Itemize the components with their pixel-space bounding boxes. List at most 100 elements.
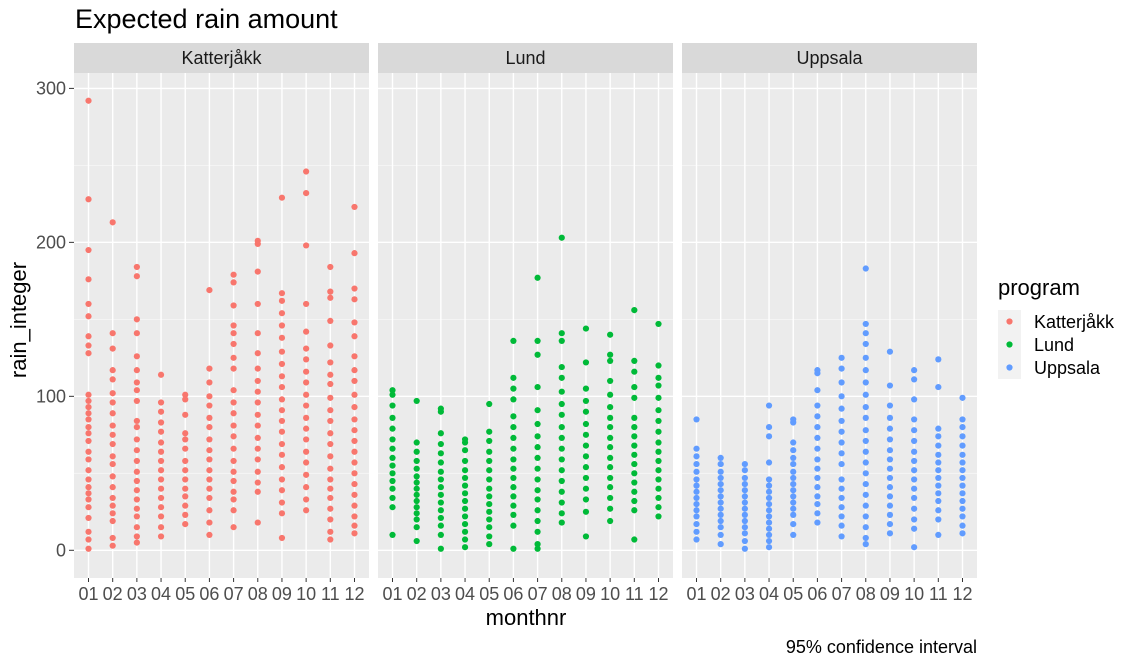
data-point: [717, 454, 724, 462]
data-point: [510, 474, 517, 482]
data-point: [85, 333, 92, 340]
data-point: [631, 488, 638, 495]
data-point: [109, 431, 116, 438]
data-point: [582, 485, 590, 492]
data-point: [157, 485, 165, 492]
data-point: [109, 410, 116, 417]
data-point: [886, 436, 894, 443]
data-point: [182, 511, 189, 518]
data-point: [655, 467, 662, 474]
data-point: [631, 497, 638, 505]
data-point: [278, 322, 286, 329]
y-tick-label: 300: [36, 78, 66, 98]
data-point: [254, 488, 261, 495]
data-point: [230, 340, 237, 348]
data-point: [109, 440, 116, 448]
data-point: [182, 430, 189, 437]
data-point: [693, 536, 700, 543]
data-point: [886, 447, 894, 454]
data-point: [278, 348, 286, 355]
data-point: [351, 404, 358, 411]
data-point: [254, 519, 261, 526]
data-point: [935, 425, 942, 432]
data-point: [717, 505, 724, 512]
data-point: [607, 391, 614, 398]
panel-background: [74, 73, 369, 578]
x-tick-label: 09: [576, 584, 596, 604]
data-point: [389, 531, 396, 538]
data-point: [351, 333, 358, 340]
data-point: [631, 394, 638, 401]
data-point: [862, 340, 869, 348]
data-point: [85, 300, 92, 308]
data-point: [814, 413, 821, 420]
data-point: [935, 451, 942, 458]
data-point: [254, 268, 261, 275]
data-point: [911, 516, 918, 523]
data-point: [437, 514, 444, 522]
data-point: [911, 505, 918, 512]
data-point: [693, 494, 700, 502]
data-point: [461, 474, 469, 482]
data-point: [862, 379, 869, 386]
data-point: [461, 505, 469, 512]
data-point: [133, 513, 140, 520]
data-point: [959, 451, 966, 458]
data-point: [327, 417, 334, 425]
data-point: [534, 507, 541, 514]
data-point: [133, 417, 140, 425]
x-tick-label: 03: [735, 584, 755, 604]
data-point: [327, 440, 334, 448]
data-point: [437, 430, 444, 437]
data-point: [351, 437, 358, 445]
data-point: [461, 467, 469, 474]
data-point: [327, 465, 334, 472]
data-point: [631, 460, 638, 468]
data-point: [413, 491, 420, 498]
data-point: [717, 541, 724, 548]
data-point: [206, 494, 213, 502]
data-point: [741, 460, 748, 468]
data-point: [717, 517, 724, 525]
data-point: [765, 507, 773, 514]
data-point: [886, 511, 894, 518]
data-point: [862, 404, 869, 411]
x-tick-label: 09: [880, 584, 900, 604]
data-point: [303, 368, 310, 375]
data-point: [911, 367, 918, 374]
data-point: [741, 474, 748, 482]
data-point: [486, 533, 493, 540]
data-point: [655, 382, 662, 389]
data-point: [631, 383, 638, 391]
data-point: [437, 450, 444, 457]
data-point: [790, 460, 797, 468]
data-point: [558, 488, 565, 495]
data-point: [558, 337, 565, 344]
panel-background: [682, 73, 977, 578]
data-point: [814, 474, 821, 482]
data-point: [278, 383, 286, 391]
data-point: [437, 476, 444, 483]
data-point: [631, 414, 638, 421]
data-point: [959, 522, 966, 529]
data-point: [85, 514, 92, 522]
data-point: [534, 487, 541, 494]
data-point: [389, 462, 396, 469]
data-point: [182, 436, 189, 443]
y-tick-label: 100: [36, 386, 66, 406]
data-point: [607, 377, 614, 385]
data-point: [206, 286, 213, 294]
data-point: [85, 476, 92, 483]
legend-entry-label: Uppsala: [1034, 358, 1101, 378]
data-point: [534, 274, 541, 281]
data-point: [862, 330, 869, 337]
data-point: [862, 524, 869, 531]
data-point: [413, 510, 420, 517]
legend-key-marker: [1006, 364, 1013, 371]
data-point: [351, 416, 358, 423]
data-point: [582, 464, 590, 471]
data-point: [959, 497, 966, 505]
data-point: [838, 393, 845, 400]
data-point: [534, 351, 541, 358]
x-tick-label: 12: [648, 584, 668, 604]
